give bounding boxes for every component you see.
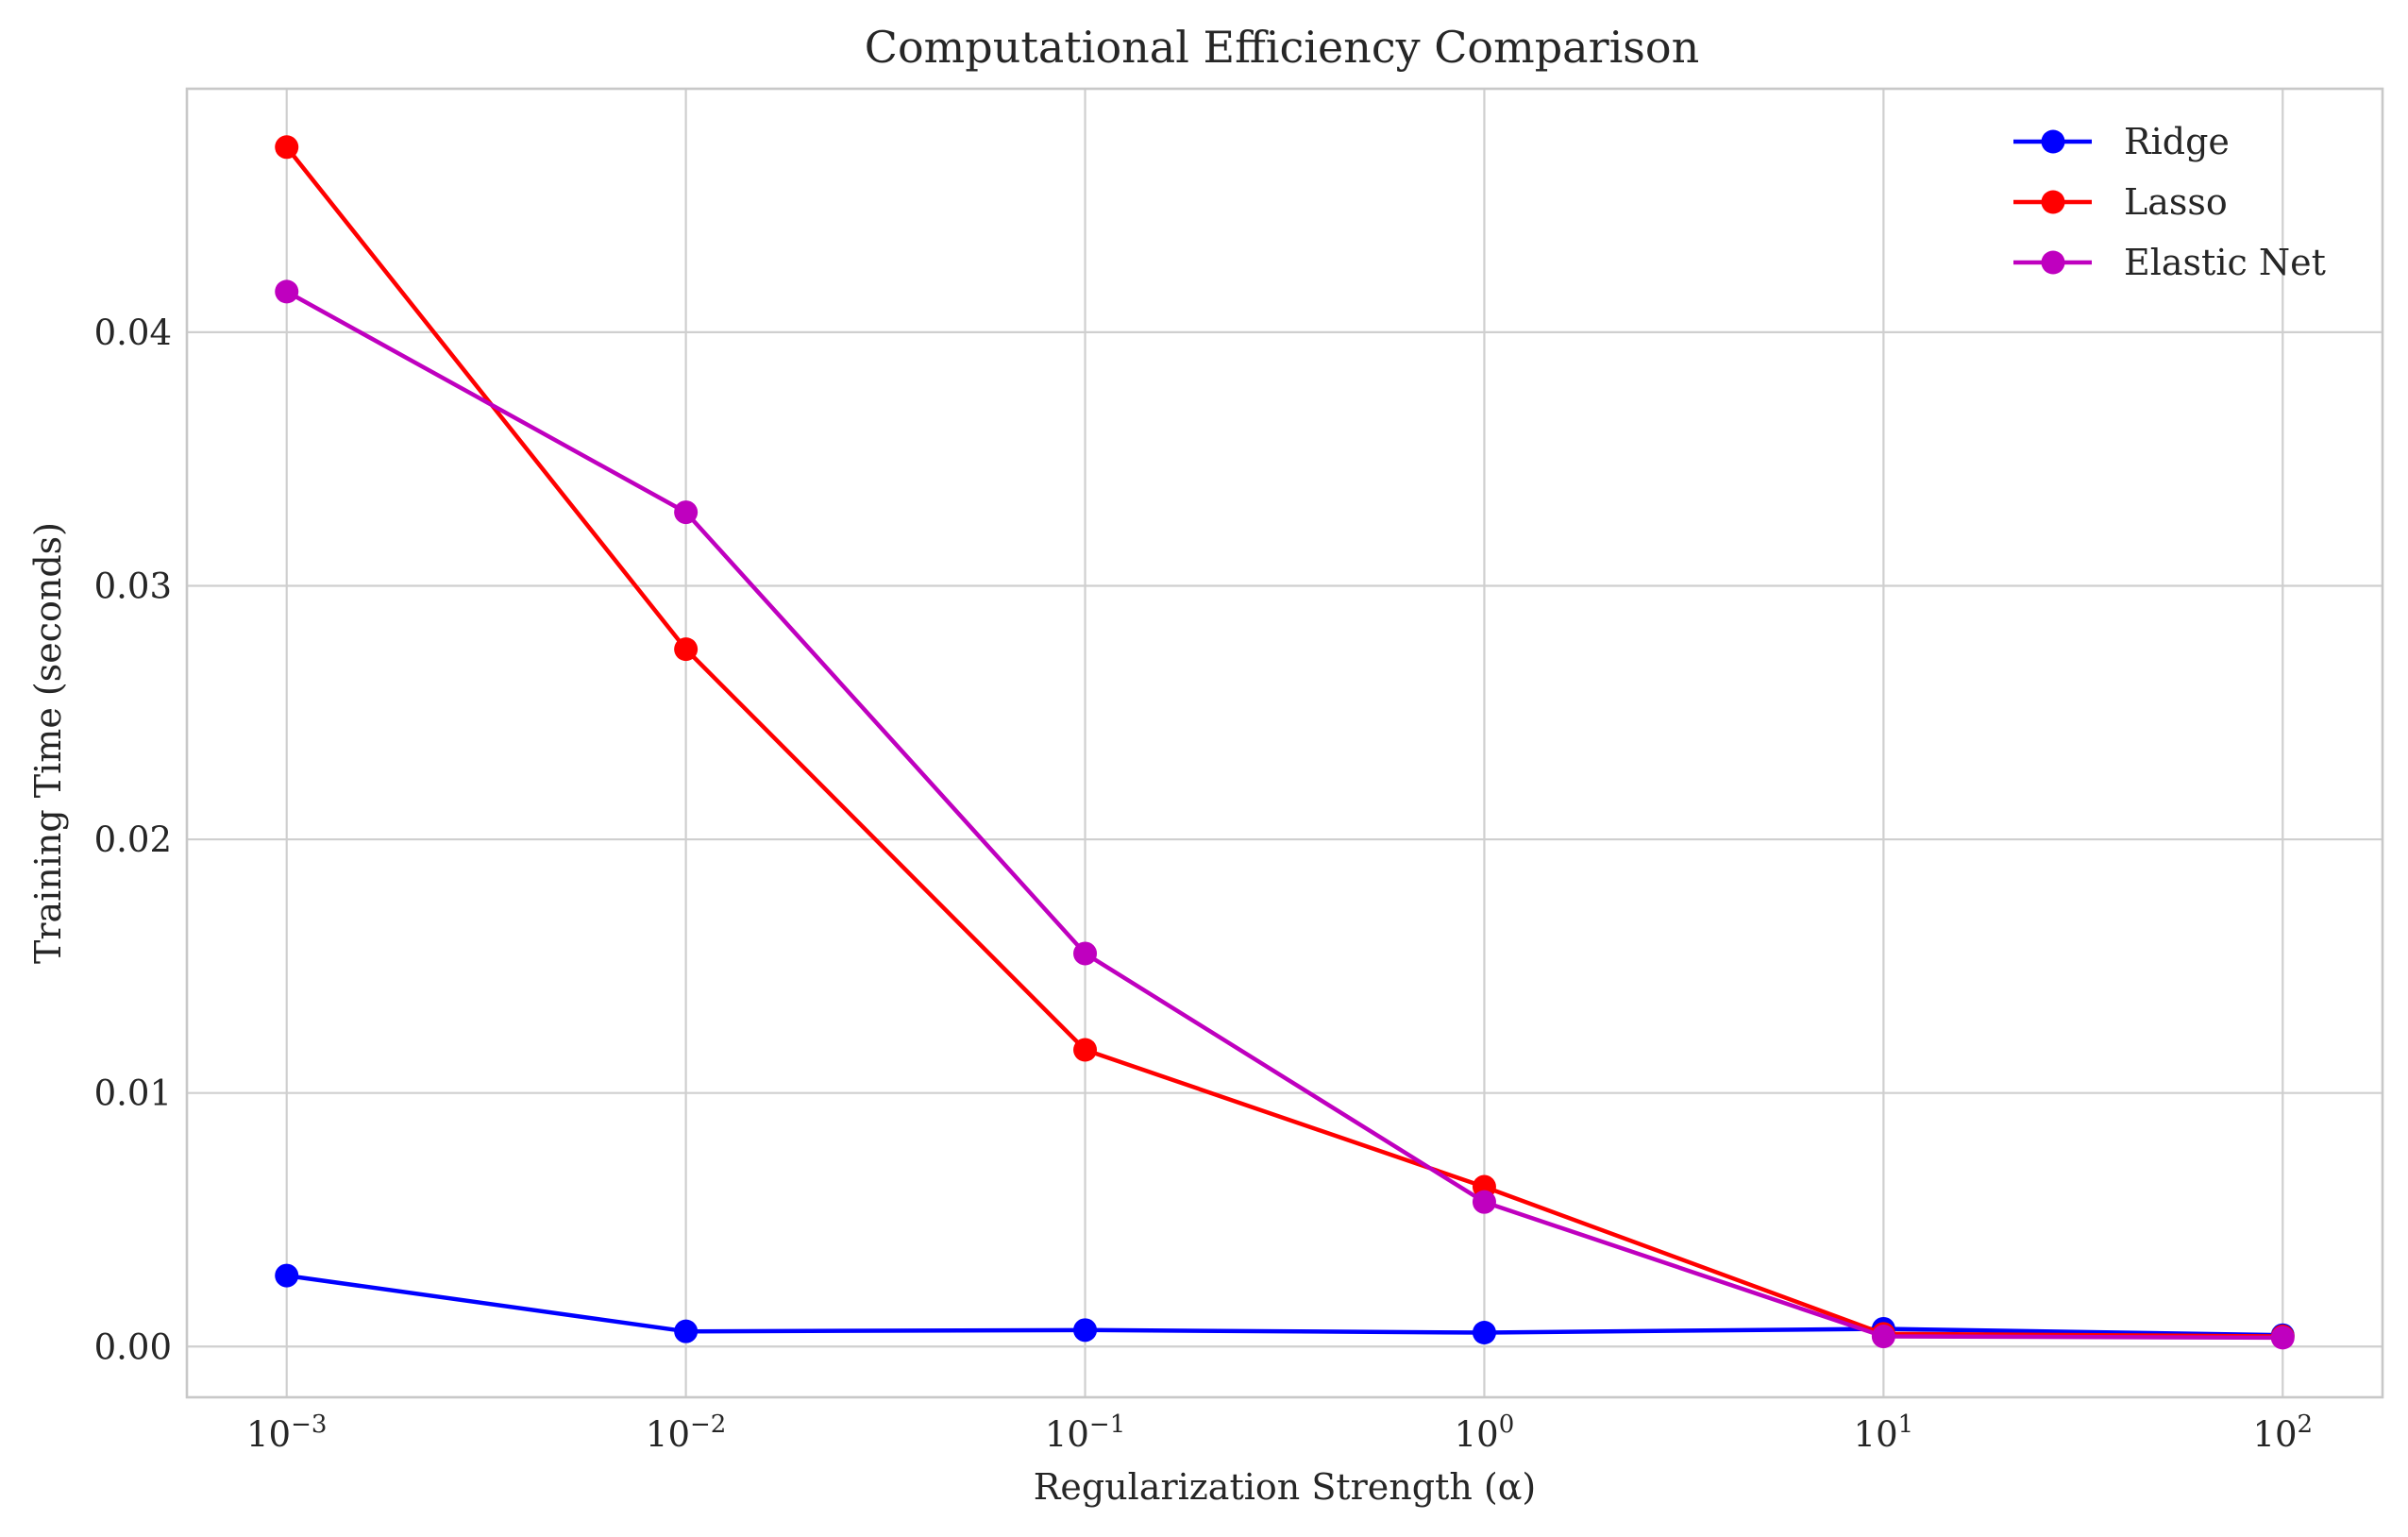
legend-marker (2041, 129, 2065, 154)
data-point (275, 279, 299, 304)
x-tick-label: 100 (1455, 1410, 1515, 1455)
legend: Ridge Lasso Elastic Net (2013, 121, 2326, 283)
data-point (275, 1263, 299, 1288)
data-point (2270, 1326, 2295, 1350)
data-point (1871, 1325, 1895, 1349)
x-tick-label: 10−1 (1045, 1410, 1125, 1455)
y-axis-label: Training Time (seconds) (27, 522, 69, 964)
y-tick-label: 0.04 (94, 312, 172, 353)
x-tick-label: 10−2 (646, 1410, 726, 1455)
x-axis-label: Regularization Strength (α) (1034, 1466, 1536, 1508)
series-line (286, 1273, 2283, 1338)
x-tick-label: 101 (1854, 1410, 1914, 1455)
chart-title: Computational Efficiency Comparison (865, 22, 1699, 73)
data-point (674, 637, 699, 662)
data-point (1073, 941, 1098, 966)
y-tick-label: 0.00 (94, 1326, 172, 1367)
plot-frame (185, 87, 2384, 1399)
legend-marker (2041, 190, 2065, 214)
data-point (1472, 1190, 1496, 1214)
data-point (1073, 1318, 1098, 1343)
data-point (674, 500, 699, 525)
x-tick-label: 10−3 (246, 1410, 327, 1455)
series-lines (275, 135, 2295, 1350)
grid-lines (187, 89, 2383, 1397)
x-tick-labels: 10−3 10−2 10−1 100 101 102 (246, 1410, 2313, 1455)
y-tick-label: 0.02 (94, 819, 172, 860)
x-tick-label: 102 (2252, 1410, 2313, 1455)
y-tick-label: 0.03 (94, 566, 172, 606)
legend-label: Elastic Net (2124, 242, 2326, 283)
data-point (674, 1319, 699, 1343)
y-tick-labels: 0.00 0.01 0.02 0.03 0.04 (94, 312, 172, 1367)
data-point (1472, 1321, 1496, 1345)
y-tick-label: 0.01 (94, 1073, 172, 1114)
legend-label: Ridge (2124, 121, 2230, 162)
legend-label: Lasso (2124, 181, 2228, 223)
data-point (1073, 1038, 1098, 1062)
legend-marker (2041, 250, 2065, 275)
data-point (275, 135, 299, 160)
series-line (285, 289, 2283, 1341)
series-line (284, 145, 2283, 1339)
